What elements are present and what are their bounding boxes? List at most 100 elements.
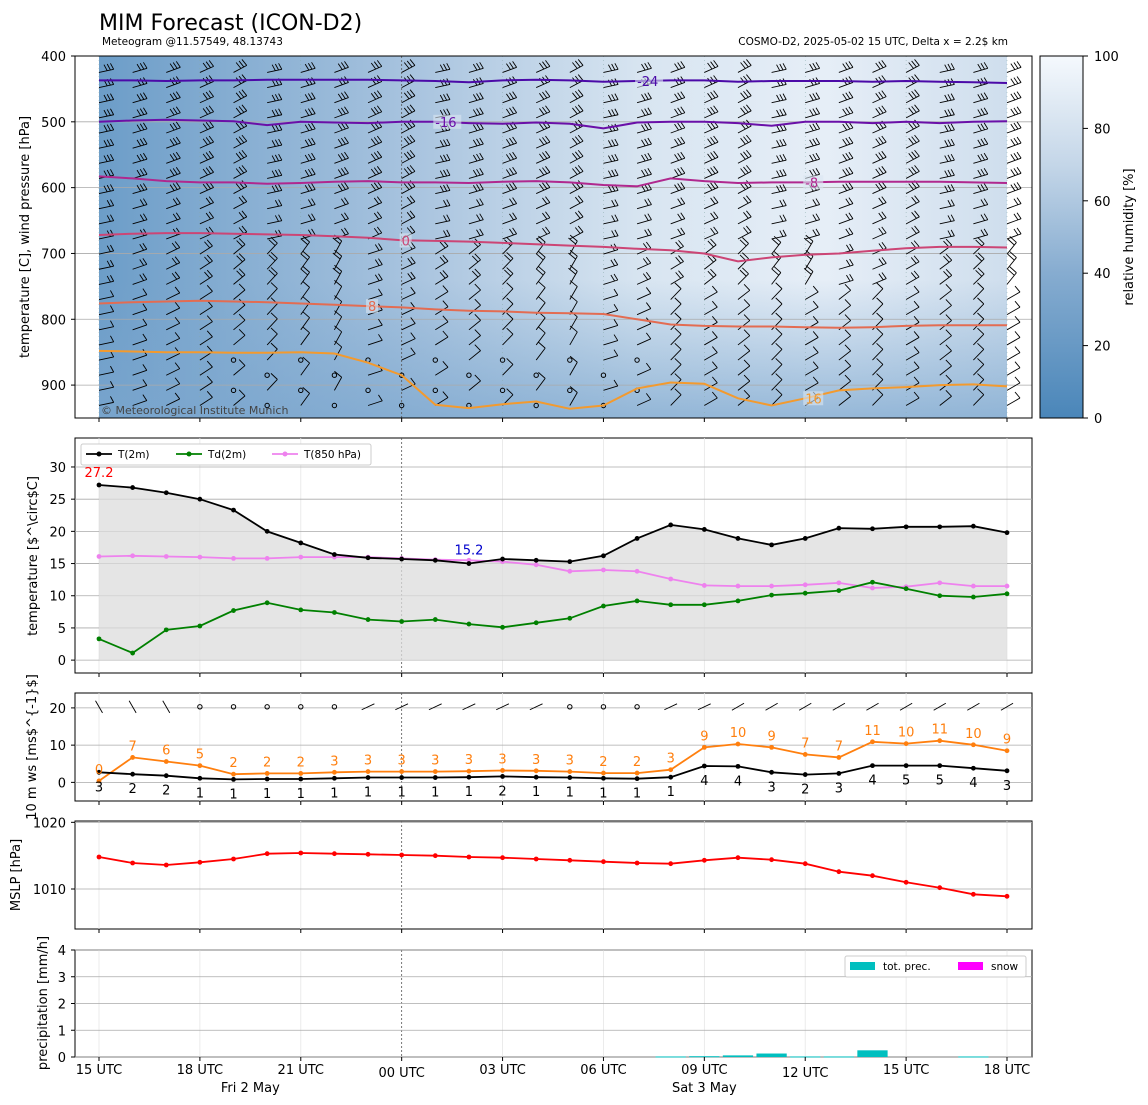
data-point bbox=[197, 859, 203, 865]
wind-barb-icon bbox=[267, 184, 283, 195]
mean-wind-label: 4 bbox=[969, 776, 977, 791]
gust-label: 10 bbox=[898, 726, 915, 741]
data-point bbox=[870, 739, 875, 745]
wind-barb-icon bbox=[771, 214, 787, 225]
wind-barb-icon bbox=[838, 299, 851, 316]
data-point bbox=[970, 765, 976, 771]
wind-barb-icon bbox=[98, 63, 115, 73]
time-axis: 15 UTC 18 UTC 21 UTC 00 UTC 03 UTC 06 UTC 09 U… bbox=[76, 418, 1030, 1096]
wind-barb-icon bbox=[1006, 251, 1017, 270]
data-point bbox=[701, 857, 707, 863]
wind-barb-icon bbox=[771, 342, 783, 361]
data-point bbox=[870, 585, 875, 591]
wind-barb-icon bbox=[872, 297, 884, 315]
calm-wind-icon bbox=[197, 704, 203, 710]
isotherm-line bbox=[98, 232, 1008, 263]
wind-barb-icon bbox=[670, 197, 686, 210]
wind-barb-icon bbox=[737, 314, 751, 331]
wind-barb-icon bbox=[636, 107, 652, 119]
calm-wind-icon bbox=[230, 704, 237, 710]
wind-barb-icon bbox=[502, 197, 518, 210]
wind-barb-icon bbox=[502, 267, 514, 285]
data-point bbox=[533, 557, 539, 563]
wind-barb-icon bbox=[502, 136, 518, 149]
wind-barb-icon bbox=[832, 702, 846, 711]
wind-barb-icon bbox=[636, 272, 652, 285]
wind-barb-icon bbox=[502, 106, 518, 119]
calm-wind-icon bbox=[634, 704, 640, 710]
data-point bbox=[231, 608, 236, 613]
data-point bbox=[163, 773, 169, 779]
wind-barb-icon bbox=[132, 137, 148, 149]
wind-barb-icon bbox=[704, 211, 719, 225]
wind-barb-icon bbox=[1006, 391, 1021, 406]
data-point bbox=[836, 580, 842, 586]
calm-wind-icon bbox=[567, 387, 573, 394]
wind-barb-icon bbox=[132, 288, 148, 300]
wind-barb-icon bbox=[367, 150, 383, 164]
wind-barb-icon bbox=[939, 229, 955, 240]
wind-barb-icon bbox=[973, 228, 989, 240]
wind-barb-icon bbox=[300, 265, 310, 285]
wind-barb-icon bbox=[939, 63, 955, 73]
wind-barb-icon bbox=[804, 285, 819, 300]
data-point bbox=[634, 860, 640, 866]
mean-wind-label: 1 bbox=[532, 785, 540, 800]
wind-barb-icon bbox=[771, 373, 783, 391]
wind-barb-icon bbox=[838, 106, 854, 119]
wind-barb-icon bbox=[300, 356, 310, 376]
wind-barb-icon bbox=[872, 60, 887, 73]
wind-barb-icon bbox=[939, 253, 953, 270]
wind-barb-icon bbox=[300, 137, 316, 149]
data-point bbox=[365, 617, 371, 622]
wind-barb-icon bbox=[401, 104, 416, 119]
wind-barb-icon bbox=[838, 258, 854, 270]
wind-barb-icon bbox=[132, 333, 148, 346]
wind-barb-icon bbox=[300, 198, 316, 210]
calm-wind-icon bbox=[298, 704, 304, 710]
wind-barb-icon bbox=[367, 196, 383, 210]
wind-barb-icon bbox=[98, 93, 115, 104]
wind-barb-icon bbox=[838, 61, 854, 73]
colorbar-tick-label: 20 bbox=[1094, 340, 1111, 355]
data-point bbox=[701, 763, 707, 769]
data-point bbox=[937, 763, 943, 769]
mean-wind-label: 4 bbox=[734, 774, 742, 789]
wind-barb-icon bbox=[704, 196, 719, 210]
wind-barb-icon bbox=[468, 107, 484, 119]
wind-barb-icon bbox=[603, 153, 619, 164]
wind-barb-icon bbox=[670, 342, 682, 361]
x-tick-label: 03 UTC bbox=[479, 1063, 525, 1078]
wind-barb-icon bbox=[670, 167, 686, 179]
data-point bbox=[567, 559, 573, 565]
wind-barb-icon bbox=[536, 105, 551, 119]
wind-barb-icon bbox=[166, 212, 181, 225]
wind-barb-icon bbox=[771, 108, 787, 119]
wind-barb-icon bbox=[166, 332, 181, 346]
wind-barb-icon bbox=[704, 150, 719, 164]
x-tick-label: 18 UTC bbox=[177, 1063, 223, 1078]
wind-barb-icon bbox=[401, 89, 416, 104]
series-line bbox=[98, 764, 1008, 781]
wind-barb-icon bbox=[905, 225, 920, 240]
wind-barb-icon bbox=[973, 152, 989, 164]
wind-barb-icon bbox=[670, 182, 686, 194]
upper-air-y-label: temperature [C], wind pressure [hPa] bbox=[18, 116, 33, 358]
wind-barb-icon bbox=[973, 92, 989, 104]
data-point bbox=[163, 490, 169, 496]
wind-barb-icon bbox=[98, 305, 115, 316]
wind-barb-icon bbox=[367, 288, 383, 300]
wind-barb-icon bbox=[300, 326, 310, 346]
wind-barb-icon bbox=[132, 107, 148, 119]
wind-barb-icon bbox=[737, 299, 751, 316]
wind-barb-icon bbox=[603, 199, 619, 210]
wind-barb-icon bbox=[166, 377, 181, 391]
gust-label: 3 bbox=[431, 754, 439, 769]
wind-barb-icon bbox=[771, 229, 787, 240]
wind-barb-icon bbox=[838, 91, 854, 104]
wind-barb-icon bbox=[267, 63, 283, 73]
wind-barb-icon bbox=[670, 388, 682, 406]
data-point bbox=[903, 586, 909, 592]
colorbar-tick-label: 40 bbox=[1094, 267, 1111, 282]
wind-barb-icon bbox=[199, 239, 213, 255]
